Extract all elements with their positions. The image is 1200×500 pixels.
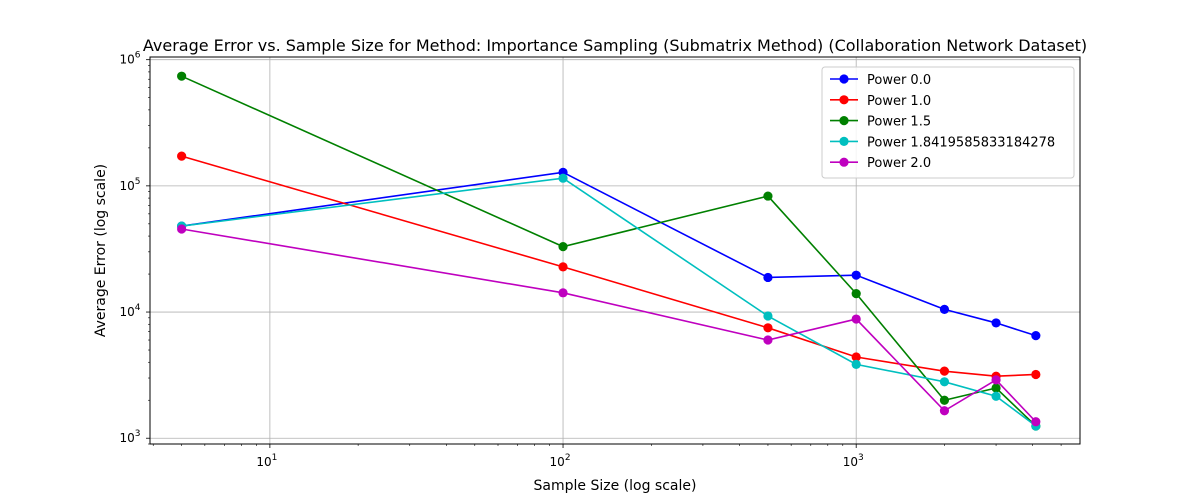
data-point [558,173,568,183]
y-tick-exponent: 3 [135,429,141,439]
data-point [991,391,1001,401]
data-point [558,242,568,252]
x-axis-label: Sample Size (log scale) [534,478,697,494]
x-tick-exponent: 3 [858,453,864,463]
data-point [991,318,1001,328]
data-point [558,288,568,298]
x-tick-exponent: 2 [565,453,571,463]
y-tick-exponent: 6 [135,51,141,61]
y-tick-exponent: 5 [135,177,141,187]
legend-label: Power 0.0 [867,73,931,88]
y-axis-label: Average Error (log scale) [93,164,109,337]
y-tick-exponent: 4 [135,303,141,313]
data-point [939,377,950,387]
legend-label: Power 1.5 [867,115,931,130]
data-point [939,366,950,376]
legend-marker [839,136,849,146]
legend-marker [839,116,849,126]
legend-label: Power 1.8419585833184278 [867,135,1055,150]
data-point [177,71,187,81]
data-point [763,311,773,321]
data-point [1031,369,1041,380]
chart-title: Average Error vs. Sample Size for Method… [143,36,1087,55]
data-point [939,395,950,405]
data-point [851,289,861,299]
data-series [177,71,1041,431]
data-point [851,314,861,324]
data-point [991,375,1001,385]
data-point [763,335,773,345]
data-point [177,151,187,161]
legend-box [821,66,1075,179]
data-point [851,270,861,280]
data-point [1031,417,1041,427]
data-point [177,224,187,234]
legend-label: Power 1.0 [867,94,931,109]
data-point [763,272,773,283]
legend-marker [839,157,849,167]
data-point [851,352,861,362]
legend-marker [839,74,849,84]
series-4 [177,224,1041,427]
legend: Power 0.0 Power 1.0 Power 1.5 Power 1.84195… [821,66,1075,179]
data-point [939,406,950,416]
data-point [763,191,773,201]
legend-marker [839,95,849,105]
legend-label: Power 2.0 [867,156,931,171]
data-point [939,304,950,314]
data-point [558,262,568,272]
data-point [763,323,773,333]
data-point [1031,331,1041,341]
data-point [991,383,1001,393]
plot-area-frame [149,56,1081,445]
data-point [851,359,861,369]
x-tick-exponent: 1 [272,453,278,463]
